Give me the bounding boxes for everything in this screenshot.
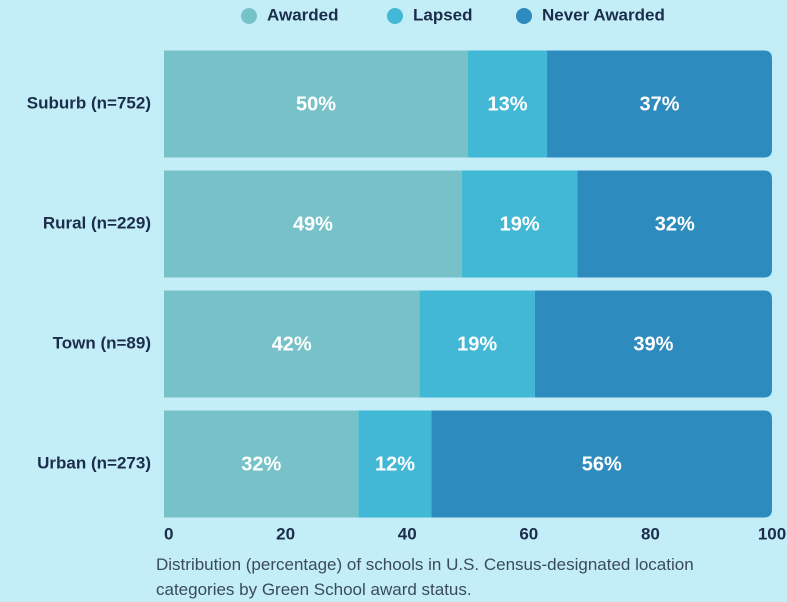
legend-swatch	[241, 8, 257, 24]
bar-segment	[164, 170, 462, 278]
value-label: 49%	[293, 213, 333, 235]
x-tick-label: 80	[641, 524, 660, 543]
legend-label: Awarded	[267, 5, 339, 24]
bar-segment	[577, 170, 772, 278]
x-tick-label: 0	[164, 524, 173, 543]
value-label: 56%	[582, 453, 622, 475]
value-label: 39%	[633, 333, 673, 355]
bar-segment	[164, 290, 420, 398]
value-label: 42%	[272, 333, 312, 355]
bar-segment	[468, 50, 548, 158]
caption: Distribution (percentage) of schools in …	[156, 555, 694, 599]
legend-swatch	[516, 8, 532, 24]
value-label: 50%	[296, 93, 336, 115]
bar-segment	[431, 410, 772, 518]
x-tick-label: 60	[519, 524, 538, 543]
x-tick-label: 40	[398, 524, 417, 543]
value-label: 37%	[640, 93, 680, 115]
category-label: Town (n=89)	[53, 333, 151, 352]
legend-swatch	[387, 8, 403, 24]
x-tick-label: 100	[758, 524, 786, 543]
bar-segment	[419, 290, 535, 398]
legend-label: Never Awarded	[542, 5, 665, 24]
bar-segment	[547, 50, 772, 158]
bar-segment	[534, 290, 772, 398]
category-label: Rural (n=229)	[43, 213, 151, 232]
value-label: 19%	[500, 213, 540, 235]
value-label: 19%	[457, 333, 497, 355]
bar-segment	[358, 410, 432, 518]
category-label: Urban (n=273)	[37, 453, 151, 472]
x-tick-label: 20	[276, 524, 295, 543]
value-label: 13%	[488, 93, 528, 115]
bar-segment	[461, 170, 578, 278]
value-label: 32%	[241, 453, 281, 475]
value-label: 12%	[375, 453, 415, 475]
category-label: Suburb (n=752)	[27, 93, 151, 112]
bar-segment	[164, 50, 468, 158]
legend-label: Lapsed	[413, 5, 473, 24]
value-label: 32%	[655, 213, 695, 235]
bar-segment	[164, 410, 359, 518]
